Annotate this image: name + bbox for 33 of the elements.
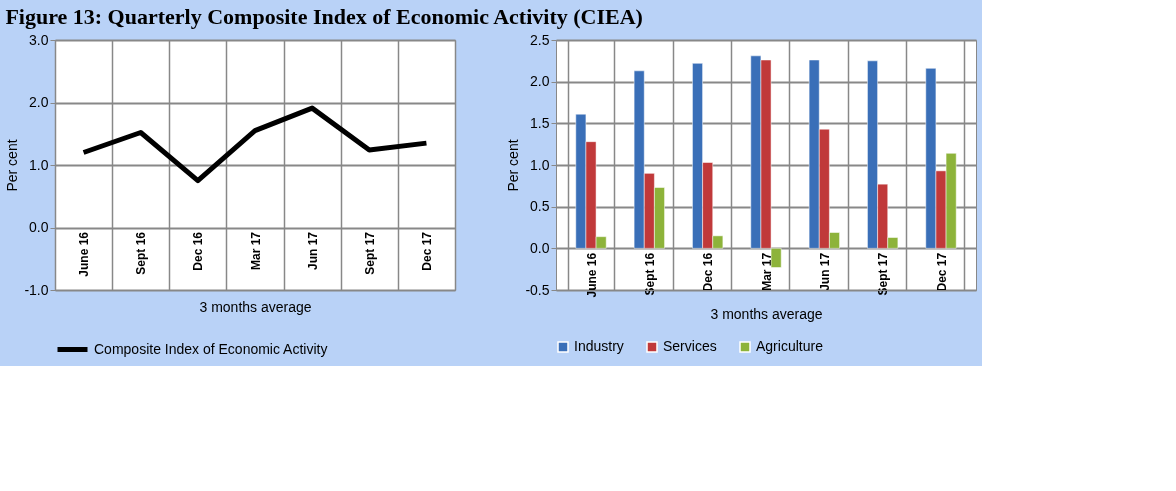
y-tick-label: 0.0 xyxy=(29,219,49,235)
chart-title: Figure 13: Quarterly Composite Index of Economic Activity (CIEA) xyxy=(5,3,643,29)
legend-label: Composite Index of Economic Activity xyxy=(94,340,328,357)
x-tick-label: Sept 17 xyxy=(876,252,891,296)
y-tick-label: 2.0 xyxy=(530,73,550,90)
x-tick-label: Sept 16 xyxy=(642,252,657,296)
y-tick-label: 1.0 xyxy=(530,156,550,173)
x-tick-label: Jun 17 xyxy=(305,231,320,271)
y-tick-label: 2.5 xyxy=(530,31,550,48)
y-tick-label: -1.0 xyxy=(24,281,49,298)
y-tick-label: 2.0 xyxy=(29,94,49,110)
x-tick-label: Jun 17 xyxy=(817,252,832,291)
x-tick-label: June 16 xyxy=(584,252,599,298)
x-tick-label: Dec 16 xyxy=(191,231,206,271)
y-tick-label: 1.0 xyxy=(29,156,49,173)
y-tick-label: 3.0 xyxy=(29,31,49,48)
y-tick-label: 0.0 xyxy=(530,239,550,256)
x-tick-label: Mar 17 xyxy=(248,231,263,271)
legend-label: Services xyxy=(663,338,717,354)
x-tick-label: Dec 17 xyxy=(419,231,434,271)
x-tick-label: Sept 17 xyxy=(362,231,377,275)
y-axis-title: Per cent xyxy=(505,139,522,192)
y-tick-label: 0.5 xyxy=(530,198,550,215)
x-tick-label: Mar 17 xyxy=(759,252,774,291)
y-tick-label: 1.5 xyxy=(530,114,550,131)
y-axis-title: Per cent xyxy=(4,139,21,192)
x-tick-label: Sept 16 xyxy=(134,231,149,275)
x-axis-title: 3 months average xyxy=(199,298,312,315)
y-tick-label: -0.5 xyxy=(525,281,550,298)
x-tick-label: June 16 xyxy=(77,231,92,277)
x-axis-title: 3 months average xyxy=(710,305,823,322)
legend-label: Agriculture xyxy=(756,338,824,354)
legend-label: Industry xyxy=(574,338,624,354)
